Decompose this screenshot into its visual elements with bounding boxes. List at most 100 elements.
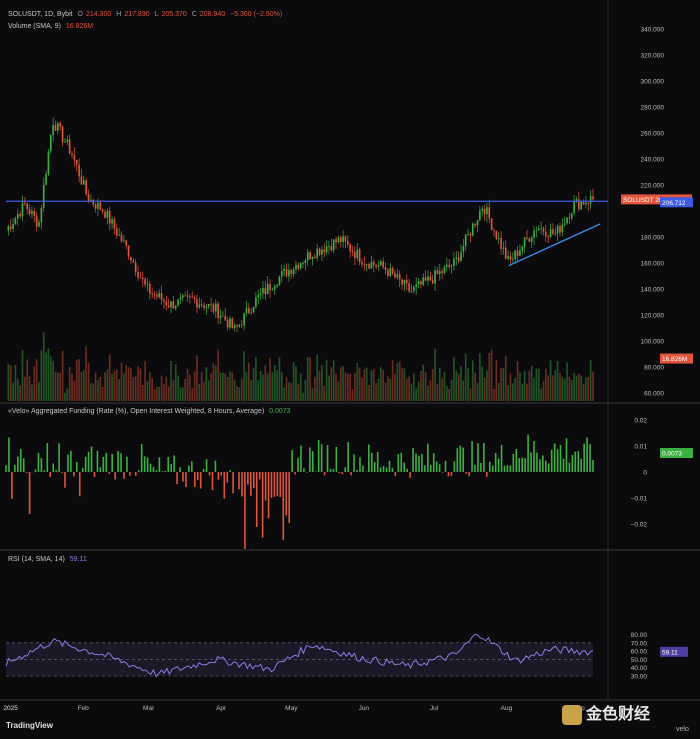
candle-body (514, 250, 517, 260)
candle-body (250, 312, 252, 314)
volume-bar (45, 352, 47, 401)
volume-bar (82, 370, 85, 401)
volume-bar (512, 383, 514, 401)
candle-body (585, 202, 587, 205)
volume-bar (467, 367, 469, 401)
funding-tick-label: 0.02 (634, 418, 647, 425)
funding-label[interactable]: «Velo» Aggregated Funding (Rate (%), Ope… (8, 408, 265, 415)
volume-bar (377, 378, 380, 401)
candle-body (266, 283, 269, 295)
volume-bar (276, 370, 278, 401)
candle-body (12, 223, 14, 229)
funding-bar (450, 472, 453, 476)
funding-bar (40, 458, 43, 472)
funding-bar (589, 444, 591, 472)
funding-bar (527, 434, 529, 472)
funding-bar (252, 472, 255, 489)
funding-bar (344, 467, 347, 472)
volume-bar (401, 367, 403, 401)
funding-bar (518, 458, 521, 472)
funding-bar (577, 451, 580, 472)
volume-bar (559, 372, 561, 401)
candle-body (542, 228, 545, 232)
volume-bar (297, 383, 300, 401)
rsi-tick-label: 60.00 (631, 649, 648, 656)
volume-bar (12, 382, 14, 401)
candle-body (24, 202, 26, 204)
candle-body (507, 256, 509, 259)
funding-bar (480, 462, 482, 472)
candle-body (144, 279, 146, 285)
candle-body (384, 267, 387, 270)
candle-body (217, 303, 219, 319)
volume-bar (191, 388, 194, 401)
funding-bar (49, 472, 52, 477)
volume-bar (363, 369, 366, 401)
funding-bar (332, 469, 335, 472)
volume-bar (495, 360, 498, 401)
volume-bar (514, 377, 517, 401)
volume-bar (344, 372, 347, 401)
volume-bar (526, 383, 528, 401)
funding-bar (164, 470, 167, 472)
x-tick-label: Jun (359, 705, 370, 712)
candle-body (28, 209, 31, 215)
funding-bar (226, 472, 229, 483)
funding-bar (28, 472, 31, 515)
candle-body (38, 222, 40, 227)
candle-body (73, 155, 76, 160)
candle-body (231, 318, 234, 328)
volume-bar (323, 385, 326, 401)
symbol-label[interactable]: SOLUSDT, 1D, Bybit (8, 11, 73, 18)
funding-bar (488, 461, 491, 472)
volume-bar (568, 376, 571, 401)
candle-body (519, 250, 521, 256)
candle-body (153, 293, 156, 295)
funding-bar (211, 472, 214, 491)
volume-bar (403, 368, 406, 401)
funding-bar (441, 472, 444, 473)
volume-bar (200, 372, 203, 401)
volume-bar (222, 372, 224, 401)
volume-bar (566, 362, 568, 401)
candle-body (540, 228, 542, 230)
funding-bar (8, 437, 10, 472)
volume-bar (335, 373, 337, 401)
volume-bar (441, 378, 443, 401)
candle-body (101, 209, 104, 212)
price-tick-label: 60.000 (644, 391, 664, 398)
candle-body (488, 207, 491, 219)
funding-bar (67, 454, 69, 472)
volume-bar (181, 387, 184, 401)
volume-bar (450, 379, 453, 401)
funding-tick-label: 0.01 (634, 444, 647, 451)
funding-bar (453, 461, 456, 472)
funding-bar (323, 472, 326, 476)
volume-bar (354, 373, 356, 401)
volume-bar (328, 375, 330, 401)
funding-bar (126, 456, 128, 472)
volume-bar (99, 376, 102, 401)
volume-label[interactable]: Volume (SMA, 9) (8, 23, 61, 30)
close-value: 208.940 (199, 11, 226, 18)
funding-bar (494, 453, 497, 472)
price-tag-text: SOLUSDT 208.940 (623, 197, 679, 204)
candle-body (325, 246, 328, 253)
watermark-logo-icon (562, 704, 582, 725)
funding-bar (409, 472, 411, 478)
candle-body (545, 231, 547, 237)
candle-body (332, 239, 335, 251)
price-tick-label: 300.000 (641, 79, 665, 86)
funding-bar (170, 464, 172, 472)
tradingview-logo[interactable]: TradingView (6, 721, 53, 730)
volume-bar (243, 351, 245, 401)
funding-bar (394, 472, 397, 477)
volume-bar (144, 361, 146, 401)
funding-bar (429, 464, 432, 472)
candle-body (422, 277, 425, 285)
volume-bar (130, 368, 132, 401)
funding-bar (16, 456, 19, 472)
candle-body (401, 279, 403, 285)
funding-bar (509, 465, 512, 472)
rsi-label[interactable]: RSI (14, SMA, 14) (8, 556, 65, 563)
